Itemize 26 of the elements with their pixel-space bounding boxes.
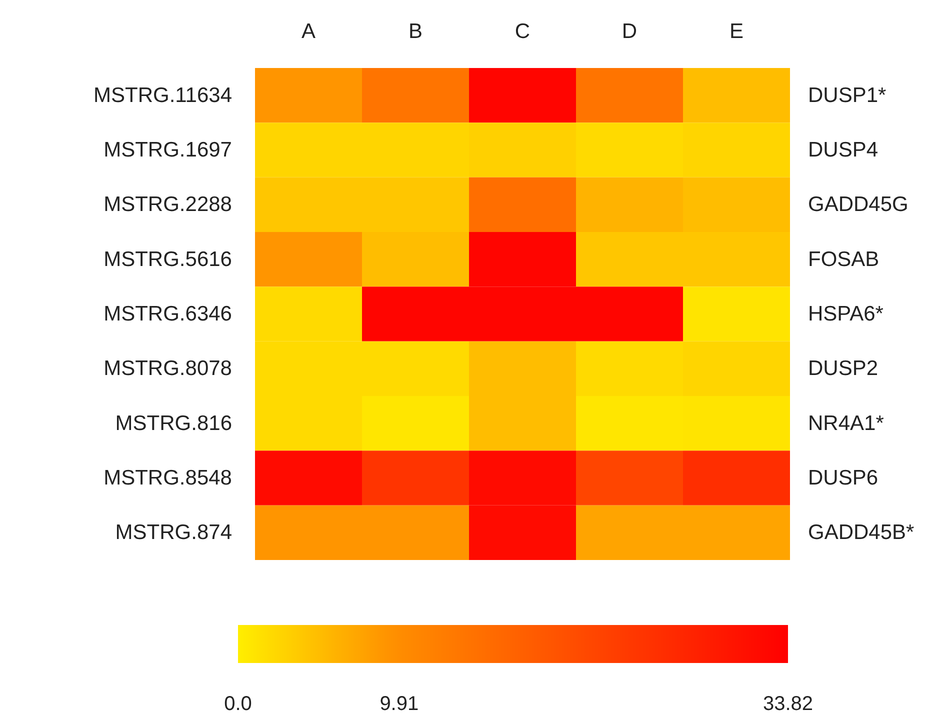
y-tick-label: MSTRG.11634 bbox=[94, 84, 232, 107]
y2-tick-label: DUSP1* bbox=[808, 84, 886, 107]
y2-tick-label: DUSP4 bbox=[808, 138, 878, 162]
color-bar-label: 33.82 bbox=[762, 693, 814, 715]
x-tick-label: D bbox=[622, 20, 638, 43]
y-tick-label: MSTRG.816 bbox=[115, 412, 232, 435]
color-bar-label: 9.91 bbox=[380, 693, 419, 715]
y2-tick-label: GADD45G bbox=[808, 193, 908, 216]
x-tick-label: E bbox=[729, 20, 744, 43]
x-tick-label: B bbox=[408, 20, 423, 43]
y2-tick-label: NR4A1* bbox=[808, 412, 884, 435]
y2-tick-label: HSPA6* bbox=[808, 302, 884, 326]
y-tick-label: MSTRG.8078 bbox=[104, 357, 232, 380]
y-tick-label: MSTRG.874 bbox=[115, 521, 232, 544]
y-tick-label: MSTRG.2288 bbox=[104, 193, 232, 216]
y2-tick-label: DUSP6 bbox=[808, 466, 878, 490]
y2-tick-label: GADD45B* bbox=[808, 521, 914, 544]
y2-tick-label: FOSAB bbox=[808, 248, 880, 271]
x-tick-label: A bbox=[301, 20, 316, 43]
y-tick-label: MSTRG.8548 bbox=[104, 466, 232, 490]
color-bar-label: 0.0 bbox=[224, 693, 252, 715]
x-tick-label: C bbox=[514, 20, 530, 43]
y2-tick-label: DUSP2 bbox=[808, 357, 878, 380]
y-tick-label: MSTRG.6346 bbox=[104, 302, 232, 326]
y-tick-label: MSTRG.1697 bbox=[104, 138, 232, 162]
y-tick-label: MSTRG.5616 bbox=[104, 248, 232, 271]
